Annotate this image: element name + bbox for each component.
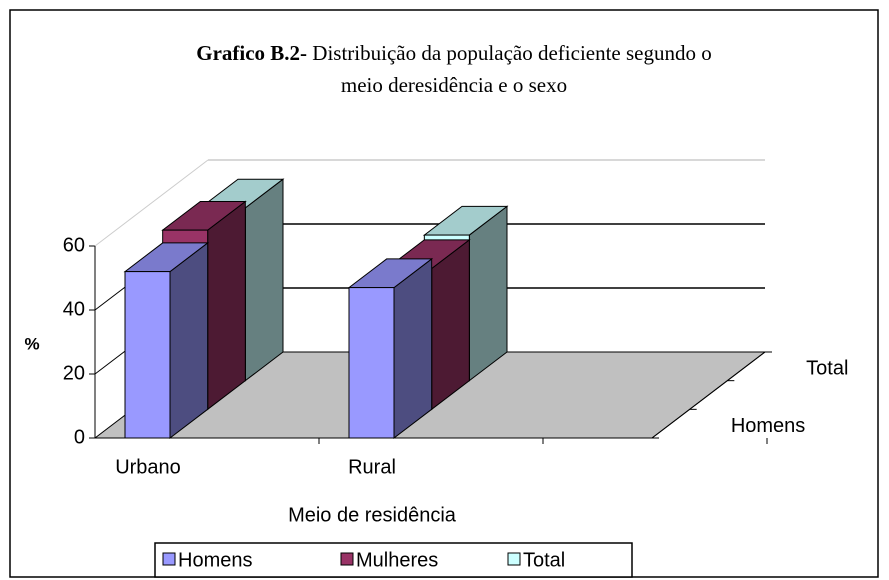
bar [348, 287, 395, 439]
bar-side [431, 238, 470, 411]
title-prefix: Grafico B.2- [196, 41, 307, 65]
legend-label: Homens [178, 549, 252, 571]
y-tick-label: 20 [63, 362, 85, 384]
x-axis-title: Meio de residência [288, 504, 457, 526]
bar [124, 271, 171, 439]
bar-side [244, 178, 284, 382]
legend [154, 542, 633, 578]
z-tick-label: Total [806, 358, 848, 380]
y-tick-label: 60 [63, 234, 85, 256]
legend-swatch [162, 552, 176, 566]
title-line: Distribuição da população deficiente seg… [312, 41, 711, 65]
x-tick-label: Urbano [115, 456, 181, 478]
grid-line [94, 159, 209, 247]
bar-side [207, 200, 246, 411]
bar-side [393, 257, 433, 440]
bar-side [468, 205, 508, 382]
legend-swatch [507, 552, 521, 566]
x-tick-label: Rural [348, 456, 396, 478]
z-axis [651, 351, 766, 439]
y-tick-label: 40 [63, 298, 85, 320]
chart-title: Grafico B.2- Distribuição da população d… [196, 41, 712, 65]
z-tick-label: Homens [731, 415, 805, 437]
legend-label: Mulheres [356, 549, 438, 571]
y-axis-title: % [24, 334, 39, 353]
bar-side [169, 241, 209, 440]
title-line: meio deresidência e o sexo [341, 73, 567, 97]
y-tick-label: 0 [74, 426, 85, 448]
legend-swatch [340, 552, 354, 566]
legend-label: Total [523, 549, 565, 571]
